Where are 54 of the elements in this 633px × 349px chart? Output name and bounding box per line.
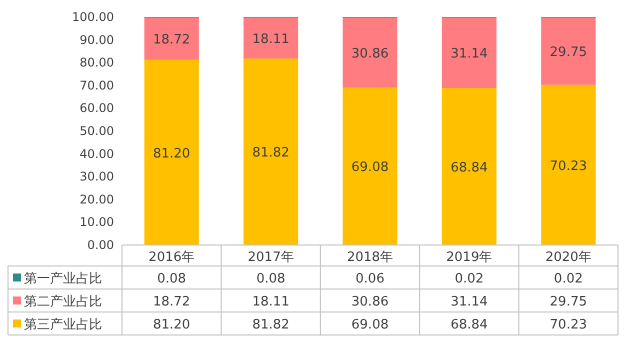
data-label: 29.75 <box>550 294 588 310</box>
bar <box>342 88 398 245</box>
bar <box>342 17 398 88</box>
y-tick-label: 70.00 <box>80 78 114 92</box>
data-label: 0.08 <box>256 272 286 286</box>
y-tick-label: 90.00 <box>80 32 114 47</box>
bar <box>244 58 298 245</box>
data-label: 18.11 <box>252 294 290 310</box>
text: 29.75 <box>550 44 588 60</box>
y-tick-label: 100.00 <box>72 10 114 24</box>
data-label: 81.20 <box>152 318 190 332</box>
data-label: 68.84 <box>450 318 488 332</box>
y-tick-label: 10.00 <box>80 215 114 230</box>
y-tick-label: 20.00 <box>80 192 114 206</box>
text: 30.86 <box>351 46 389 62</box>
data-label: 0.02 <box>454 272 484 286</box>
data-label: 18.72 <box>152 294 190 310</box>
legend-label: 第三产业占比 <box>24 318 102 332</box>
data-label: 70.23 <box>550 318 588 332</box>
text: 81.82 <box>252 146 290 161</box>
x-tick-label: 2019年 <box>446 250 492 265</box>
legend-label: 第二产业占比 <box>24 294 102 310</box>
y-tick-label: 50.00 <box>80 124 114 138</box>
y-tick-label: 40.00 <box>80 146 114 161</box>
bar <box>244 17 298 58</box>
y-tick-label: 0.00 <box>87 238 114 252</box>
x-tick-label: 2018年 <box>346 250 394 265</box>
bar <box>442 17 496 88</box>
data-label: 69.08 <box>351 318 389 332</box>
text: 69.08 <box>351 160 389 176</box>
text: 68.84 <box>450 160 488 176</box>
bar <box>442 88 496 245</box>
data-label: 31.14 <box>450 294 488 310</box>
x-tick-label: 2016年 <box>148 250 195 265</box>
bar <box>144 17 199 60</box>
x-tick-label: 2017年 <box>248 250 294 265</box>
text: 18.11 <box>252 32 290 47</box>
bar <box>541 17 596 85</box>
y-tick-label: 80.00 <box>80 56 114 70</box>
text: 81.20 <box>152 146 190 162</box>
data-label: 0.02 <box>554 272 583 286</box>
text: 18.72 <box>152 32 190 48</box>
legend-label: 第一产业占比 <box>24 272 102 286</box>
bar <box>541 84 596 245</box>
data-label: 81.82 <box>252 318 290 332</box>
text: 70.23 <box>550 158 588 174</box>
data-label: 0.06 <box>356 272 384 286</box>
y-tick-label: 60.00 <box>80 101 114 116</box>
data-label: 0.08 <box>157 272 186 286</box>
bar <box>144 60 199 245</box>
text: 31.14 <box>450 46 488 62</box>
data-label: 30.86 <box>351 294 389 310</box>
x-tick-label: 2020年 <box>545 250 592 265</box>
y-tick-label: 30.00 <box>80 170 114 184</box>
